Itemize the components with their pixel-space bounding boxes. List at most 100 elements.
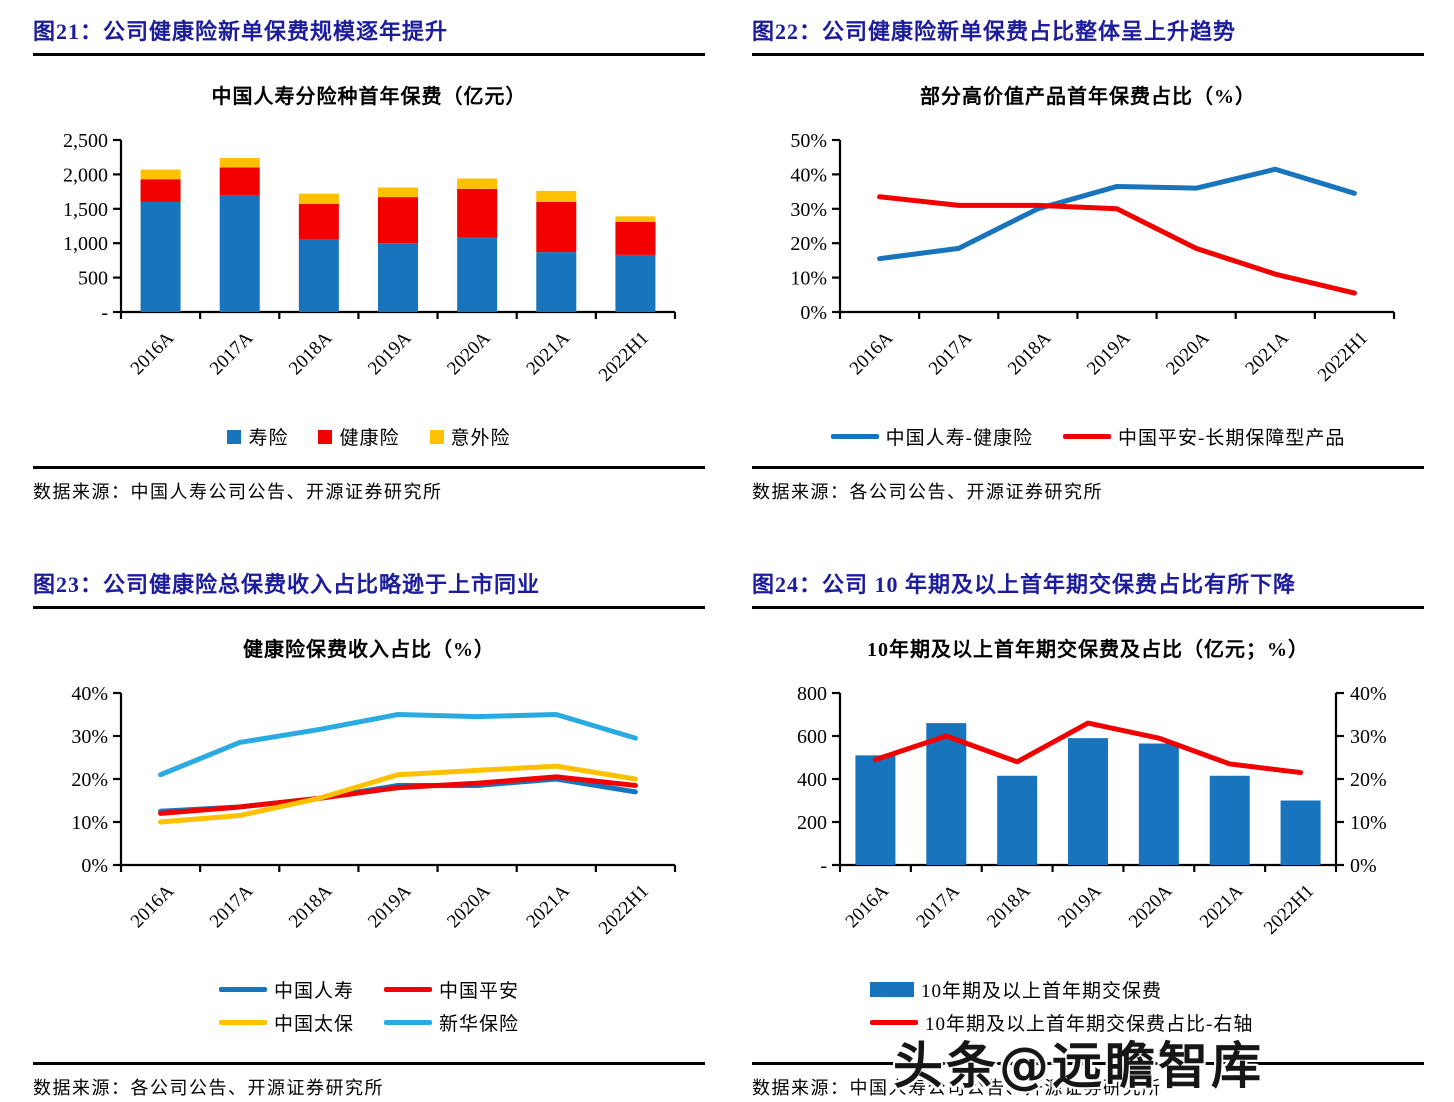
legend-label: 中国太保: [273, 1014, 354, 1035]
figure-24-chart-title: 10年期及以上首年期交保费及占比（亿元；%）: [867, 639, 1309, 661]
bar-健康险: [615, 221, 656, 255]
bar-寿险: [140, 201, 181, 312]
svg-text:2018A: 2018A: [285, 880, 337, 932]
svg-text:2,500: 2,500: [63, 130, 108, 152]
bar-10年期及以上首年期交保费: [1280, 800, 1321, 865]
line-中国太保: [158, 763, 638, 825]
svg-text:30%: 30%: [790, 199, 827, 221]
figure-24-legend: 10年期及以上首年期交保费 10年期及以上首年期交保费占比-右轴: [752, 976, 1424, 1036]
bar-意外险: [219, 157, 260, 168]
figure-21-legend: 寿险 健康险 意外险: [33, 423, 705, 450]
figure-23-source-text: 数据来源：各公司公告、开源证券研究所: [33, 1078, 384, 1098]
legend-label: 寿险: [248, 428, 289, 449]
legend-label: 健康险: [339, 428, 400, 449]
svg-text:30%: 30%: [1350, 726, 1387, 748]
svg-text:2019A: 2019A: [1054, 880, 1106, 932]
bar-健康险: [536, 201, 577, 253]
legend-swatch: [384, 1020, 432, 1025]
bar-意外险: [457, 178, 498, 189]
figure-24-panel: 图24：公司 10 年期及以上首年期交保费占比有所下降 10年期及以上首年期交保…: [752, 563, 1424, 1100]
svg-text:20%: 20%: [71, 769, 108, 791]
bar-寿险: [536, 252, 577, 312]
svg-text:2021A: 2021A: [1241, 327, 1293, 379]
bar-意外险: [536, 190, 577, 202]
svg-text:2018A: 2018A: [983, 880, 1035, 932]
svg-text:40%: 40%: [71, 683, 108, 705]
svg-text:40%: 40%: [1350, 683, 1387, 705]
figure-22-legend: 中国人寿-健康险 中国平安-长期保障型产品: [752, 423, 1424, 450]
svg-text:2021A: 2021A: [522, 327, 574, 379]
line-10年期及以上首年期交保费占比-右轴: [872, 720, 1304, 776]
figure-24-source: 数据来源：中国人寿公司公告、开源证券研究所: [752, 1062, 1424, 1100]
svg-text:0%: 0%: [800, 302, 827, 324]
line-中国人寿-健康险: [877, 166, 1357, 262]
legend-swatch: [830, 434, 879, 439]
bar-健康险: [457, 188, 498, 238]
legend-row: 寿险 健康险 意外险: [33, 423, 705, 450]
svg-text:2019A: 2019A: [364, 327, 416, 379]
svg-text:500: 500: [78, 268, 108, 290]
svg-text:20%: 20%: [1350, 769, 1387, 791]
svg-text:-: -: [101, 302, 108, 324]
axes: [832, 138, 1396, 319]
legend-item: 中国太保: [218, 1009, 354, 1036]
legend-label: 新华保险: [439, 1014, 520, 1035]
svg-text:2020A: 2020A: [443, 327, 495, 379]
figure-21-title: 图21：公司健康险新单保费规模逐年提升: [33, 19, 449, 44]
legend-item: 中国人寿: [218, 976, 354, 1003]
bar-健康险: [140, 179, 181, 202]
legend-swatch: [870, 982, 914, 997]
figure-22-panel: 图22：公司健康险新单保费占比整体呈上升趋势 部分高价值产品首年保费占比（%） …: [752, 10, 1424, 504]
svg-text:2018A: 2018A: [285, 327, 337, 379]
svg-text:2016A: 2016A: [127, 880, 179, 932]
svg-text:2016A: 2016A: [846, 327, 898, 379]
svg-text:2019A: 2019A: [364, 880, 416, 932]
svg-text:2017A: 2017A: [206, 327, 258, 379]
svg-text:40%: 40%: [790, 164, 827, 186]
figure-23-panel: 图23：公司健康险总保费收入占比略逊于上市同业 健康险保费收入占比（%） 0% 1…: [33, 563, 705, 1100]
figure-23-legend: 中国人寿 中国平安中国太保 新华保险: [33, 976, 705, 1036]
figure-22-line-chart: 0% 10% 20% 30% 40% 50% 2016A 2017A 2018A 2019A 202…: [790, 130, 1396, 386]
svg-text:0%: 0%: [1350, 855, 1377, 877]
legend-item: 新华保险: [384, 1009, 519, 1036]
figure-21-stacked-bar-chart: - 500 1,000 1,500 2,000 2,500 2016A 2017A 2018A 2…: [63, 130, 677, 386]
bar-健康险: [378, 197, 418, 244]
line-中国平安-长期保障型产品: [877, 194, 1357, 296]
legend-swatch: [429, 429, 444, 444]
figure-22-title: 图22：公司健康险新单保费占比整体呈上升趋势: [752, 19, 1237, 44]
legend-label: 中国平安-长期保障型产品: [1118, 428, 1346, 449]
legend-row: 中国人寿-健康险 中国平安-长期保障型产品: [752, 423, 1424, 450]
svg-text:200: 200: [797, 812, 827, 834]
svg-text:2017A: 2017A: [912, 880, 964, 932]
svg-text:10%: 10%: [1350, 812, 1387, 834]
figure-23-chart-title: 健康险保费收入占比（%）: [243, 639, 495, 661]
svg-text:-: -: [820, 855, 827, 877]
bar-意外险: [615, 216, 656, 222]
figure-24-title: 图24：公司 10 年期及以上首年期交保费占比有所下降: [752, 572, 1297, 597]
figure-24-combo-chart: - 200 400 600 800 0% 10% 20% 30% 40% 2016A 2017A 201…: [797, 683, 1387, 939]
svg-text:2022H1: 2022H1: [595, 881, 653, 939]
svg-text:2018A: 2018A: [1004, 327, 1056, 379]
figure-21-source: 数据来源：中国人寿公司公告、开源证券研究所: [33, 466, 705, 504]
legend-label: 中国人寿-健康险: [885, 428, 1033, 449]
svg-text:2016A: 2016A: [842, 880, 894, 932]
bar-10年期及以上首年期交保费: [926, 723, 967, 865]
legend-item: 寿险: [227, 423, 288, 450]
svg-text:2019A: 2019A: [1083, 327, 1135, 379]
legend-swatch: [218, 987, 267, 992]
svg-text:30%: 30%: [71, 726, 108, 748]
legend-row: 10年期及以上首年期交保费占比-右轴: [752, 1009, 1424, 1036]
svg-text:1,000: 1,000: [63, 233, 108, 255]
svg-text:2022H1: 2022H1: [1260, 881, 1318, 939]
legend-swatch: [1063, 434, 1111, 439]
svg-text:600: 600: [797, 726, 827, 748]
figure-24-source-text: 数据来源：中国人寿公司公告、开源证券研究所: [752, 1078, 1162, 1098]
figure-22-chart-title: 部分高价值产品首年保费占比（%）: [920, 86, 1256, 108]
svg-text:400: 400: [797, 769, 827, 791]
bar-寿险: [378, 243, 418, 312]
legend-swatch: [227, 429, 242, 444]
legend-row: 中国人寿 中国平安: [33, 976, 705, 1003]
legend-label: 意外险: [450, 428, 511, 449]
legend-item: 中国平安-长期保障型产品: [1063, 423, 1345, 450]
legend-item: 意外险: [429, 423, 511, 450]
